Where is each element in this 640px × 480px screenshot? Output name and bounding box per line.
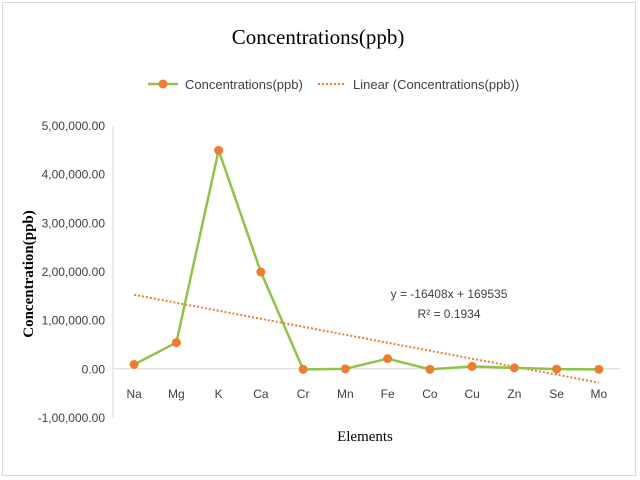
data-point bbox=[171, 338, 181, 348]
legend-series-label: Concentrations(ppb) bbox=[185, 77, 303, 92]
trendline-equation: y = -16408x + 169535 bbox=[391, 287, 508, 301]
x-tick-label: Co bbox=[422, 387, 438, 401]
trendline-layer bbox=[133, 293, 600, 384]
trendline-r-squared: R² = 0.1934 bbox=[417, 307, 480, 321]
legend-trendline-label: Linear (Concentrations(ppb)) bbox=[353, 77, 519, 92]
trendline bbox=[133, 293, 600, 384]
x-tick-label: K bbox=[215, 387, 223, 401]
data-point bbox=[129, 359, 139, 369]
x-tick-label: Fe bbox=[381, 387, 395, 401]
series-line bbox=[133, 149, 599, 371]
x-ticks: Na Mg K Ca Cr Mn Fe Co Cu Zn Se Mo bbox=[126, 387, 607, 401]
y-tick-label: 4,00,000.00 bbox=[42, 168, 106, 182]
data-point bbox=[214, 145, 224, 155]
x-tick-label: Cr bbox=[297, 387, 310, 401]
x-tick-label: Mg bbox=[168, 387, 185, 401]
data-point bbox=[425, 364, 435, 374]
data-point bbox=[383, 354, 393, 364]
x-axis-label: Elements bbox=[337, 429, 393, 445]
y-tick-label: 0.00 bbox=[82, 362, 106, 376]
data-point bbox=[509, 363, 519, 373]
x-tick-label: Mn bbox=[337, 387, 354, 401]
y-ticks: -1,00,000.00 0.00 1,00,000.00 2,00,000.00 3,… bbox=[38, 119, 106, 425]
data-point bbox=[594, 364, 604, 374]
x-tick-label: Mo bbox=[591, 387, 608, 401]
x-tick-label: Cu bbox=[464, 387, 479, 401]
x-tick-label: Ca bbox=[253, 387, 269, 401]
series-layer bbox=[129, 145, 604, 374]
data-point bbox=[467, 361, 477, 371]
y-tick-label: 2,00,000.00 bbox=[42, 265, 106, 279]
y-tick-label: 5,00,000.00 bbox=[42, 119, 106, 133]
chart-title: Concentrations(ppb) bbox=[232, 25, 405, 49]
y-tick-label: 3,00,000.00 bbox=[42, 216, 106, 230]
y-axis-label: Concentration(ppb) bbox=[21, 210, 37, 338]
y-tick-label: -1,00,000.00 bbox=[38, 411, 106, 425]
data-point bbox=[340, 364, 350, 374]
legend-series-marker bbox=[158, 79, 168, 89]
data-point bbox=[256, 267, 266, 277]
data-point bbox=[298, 364, 308, 374]
data-point bbox=[552, 364, 562, 374]
y-tick-label: 1,00,000.00 bbox=[42, 314, 106, 328]
chart-frame bbox=[2, 2, 636, 476]
x-tick-label: Zn bbox=[507, 387, 521, 401]
legend: Concentrations(ppb) Linear (Concentratio… bbox=[148, 77, 519, 92]
x-tick-label: Na bbox=[126, 387, 142, 401]
x-tick-label: Se bbox=[549, 387, 564, 401]
